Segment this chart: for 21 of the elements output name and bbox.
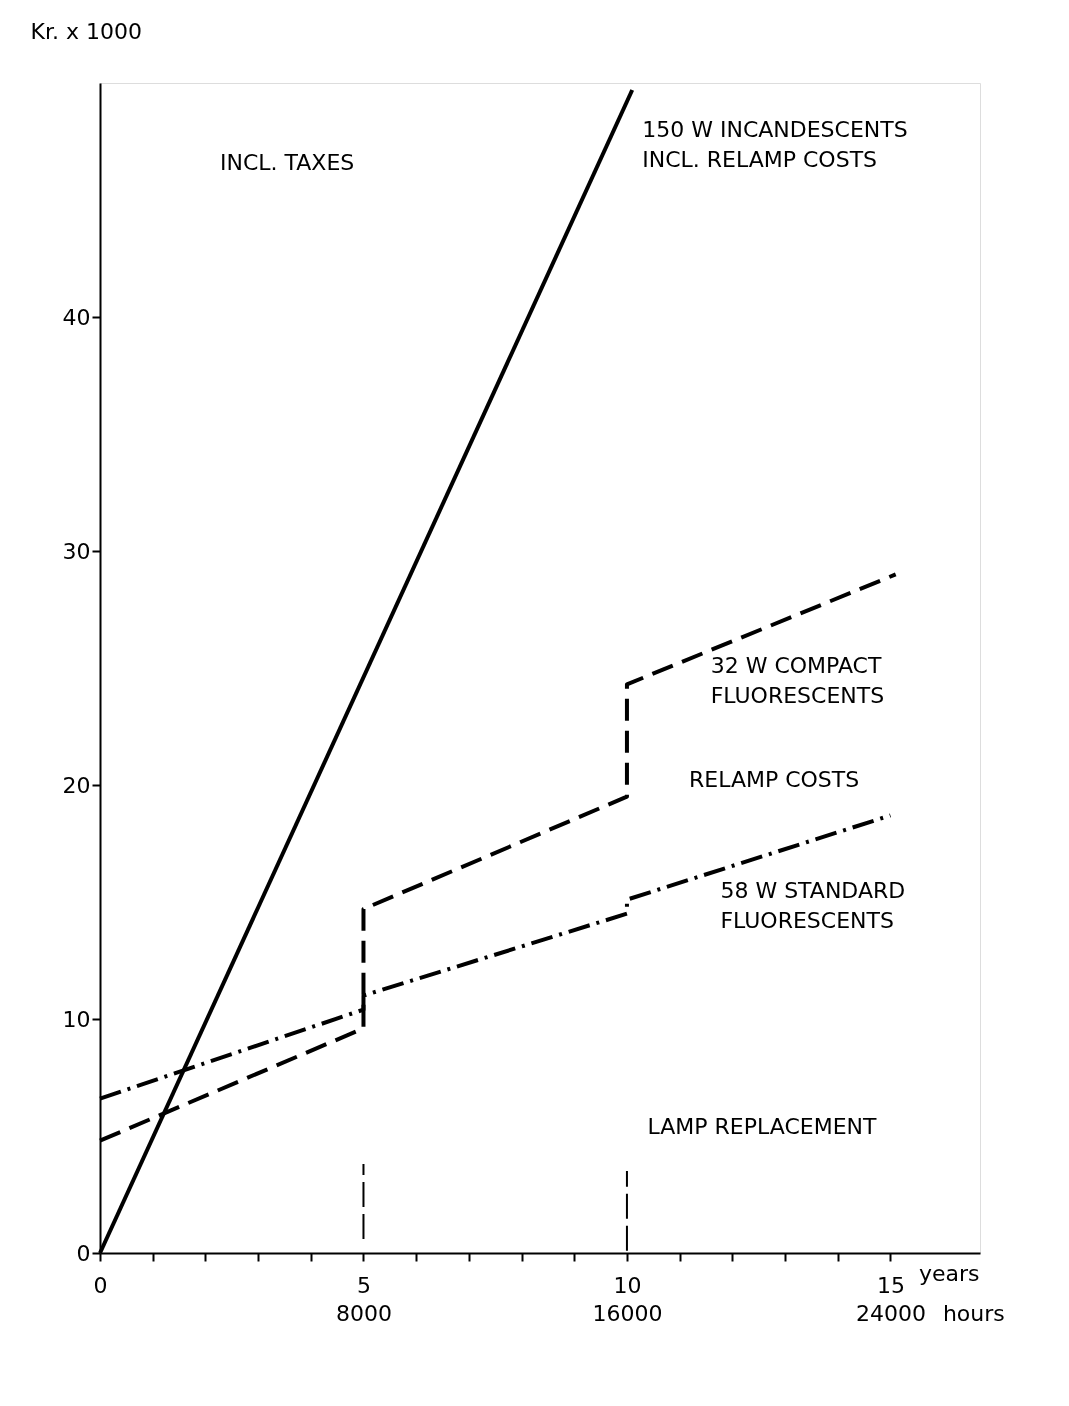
y-axis-title: Kr. x 1000 bbox=[30, 18, 142, 44]
x2-tick-label: 24000 bbox=[855, 1300, 926, 1326]
x2-tick-label: 8000 bbox=[335, 1300, 392, 1326]
annotation: INCL. TAXES bbox=[220, 150, 355, 175]
x2-axis-title: hours bbox=[942, 1300, 1005, 1326]
y-tick-label: 30 bbox=[62, 538, 91, 564]
x-tick-label: 0 bbox=[93, 1272, 108, 1298]
y-tick-label: 0 bbox=[76, 1240, 91, 1266]
x-tick-label: 15 bbox=[876, 1272, 905, 1298]
series-label: 32 W COMPACT FLUORESCENTS bbox=[710, 653, 885, 709]
y-tick-label: 20 bbox=[62, 772, 91, 798]
x2-tick-label: 16000 bbox=[592, 1300, 663, 1326]
series-label: 58 W STANDARD FLUORESCENTS bbox=[720, 878, 906, 934]
annotation: RELAMP COSTS bbox=[688, 767, 860, 793]
y-tick-label: 40 bbox=[62, 304, 91, 330]
x-tick-label: 5 bbox=[356, 1272, 371, 1298]
y-tick-label: 10 bbox=[62, 1006, 91, 1032]
x-tick-label: 10 bbox=[613, 1272, 642, 1298]
series-label: 150 W INCANDESCENTS INCL. RELAMP COSTS bbox=[642, 117, 908, 173]
x-axis-title: years bbox=[918, 1260, 980, 1286]
annotation: LAMP REPLACEMENT bbox=[647, 1113, 878, 1139]
